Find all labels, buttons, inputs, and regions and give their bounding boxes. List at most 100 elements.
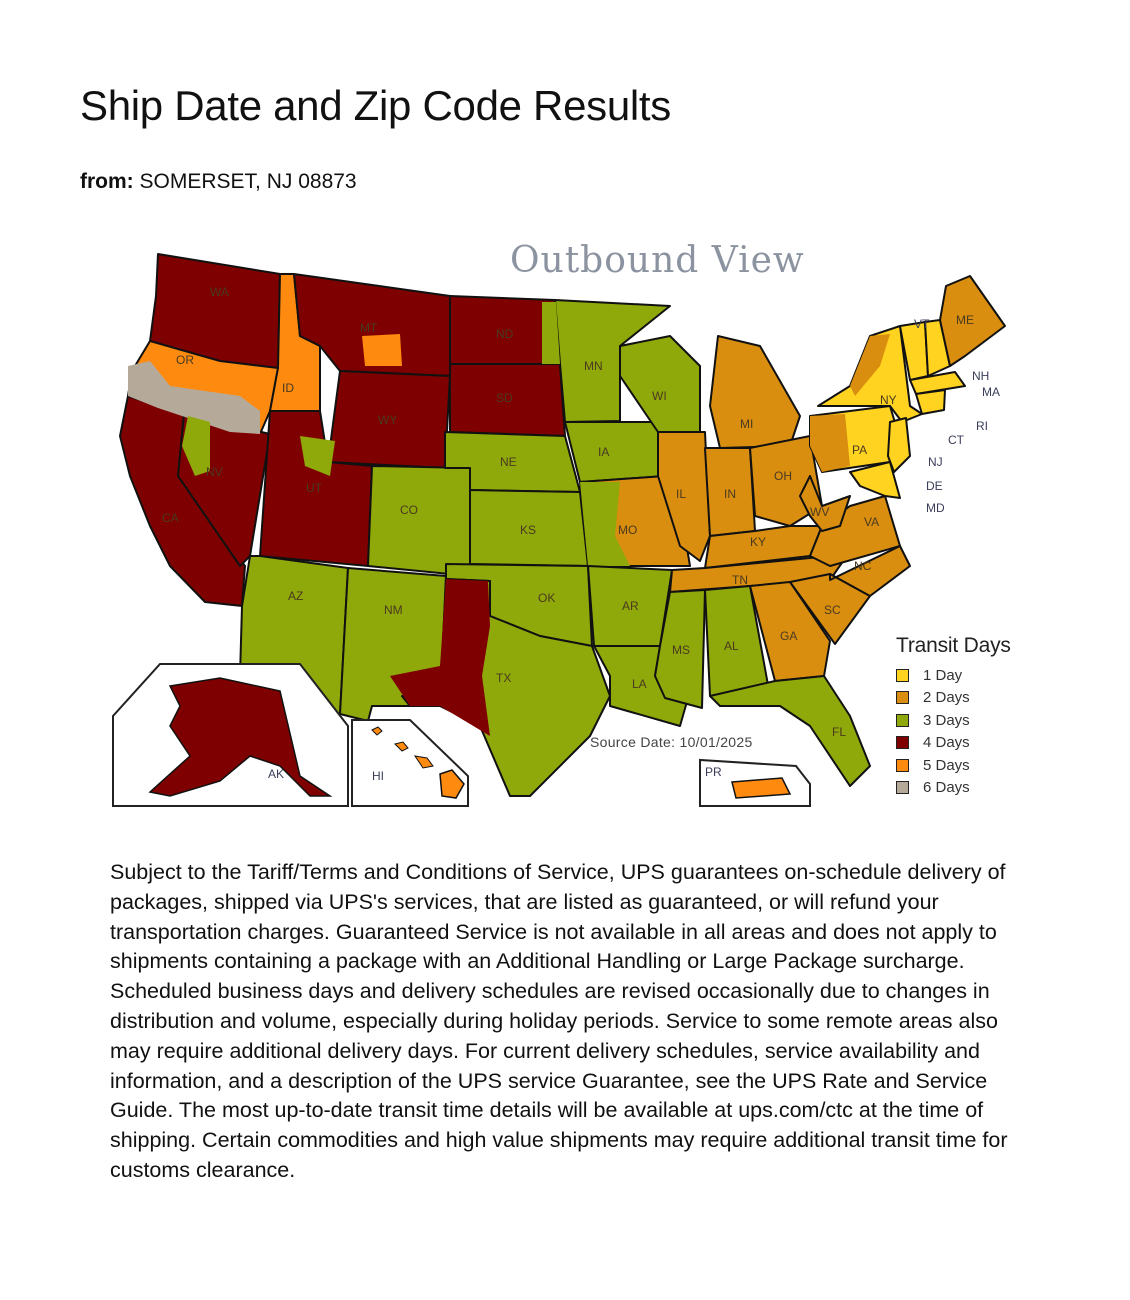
hawaii-inset: HI xyxy=(351,719,469,807)
alaska-inset: AK xyxy=(112,663,349,807)
transit-map: Outbound View xyxy=(110,236,1030,816)
state-WV xyxy=(799,475,851,532)
label-SC: SC xyxy=(824,603,841,617)
label-FL: FL xyxy=(832,725,846,739)
montana-5day xyxy=(362,334,402,366)
legend-item-6days: 6 Days xyxy=(896,777,1036,800)
state-PR xyxy=(731,777,792,799)
legend-item-4days: 4 Days xyxy=(896,732,1036,755)
label-MA: MA xyxy=(982,385,1000,399)
label-MD: MD xyxy=(926,501,945,515)
label-NC: NC xyxy=(854,559,872,573)
legend-label: 2 Days xyxy=(923,689,970,707)
state-labels: WA OR CA NV ID MT WY UT CO AZ NM ND SD N… xyxy=(162,285,1000,739)
label-ND: ND xyxy=(496,327,514,341)
state-ME xyxy=(939,275,1006,367)
label-WV: WV xyxy=(810,505,829,519)
legend-label: 6 Days xyxy=(923,779,970,797)
legend-label: 4 Days xyxy=(923,734,970,752)
state-IL xyxy=(657,431,711,562)
label-AR: AR xyxy=(622,599,639,613)
swatch-4days xyxy=(896,736,909,750)
legend-label: 3 Days xyxy=(923,711,970,729)
label-KY: KY xyxy=(750,535,766,549)
label-AL: AL xyxy=(724,639,739,653)
legend: Transit Days 1 Day 2 Days 3 Days 4 Days … xyxy=(896,634,1036,799)
legend-label: 5 Days xyxy=(923,756,970,774)
state-AK xyxy=(148,677,333,797)
state-CO xyxy=(367,465,471,577)
label-IA: IA xyxy=(598,445,609,459)
origin-line: from: SOMERSET, NJ 08873 xyxy=(80,170,357,194)
label-NH: NH xyxy=(972,369,989,383)
state-NJ xyxy=(887,417,911,473)
origin-value: SOMERSET, NJ 08873 xyxy=(139,170,357,193)
label-VA: VA xyxy=(864,515,879,529)
state-CT xyxy=(915,389,946,415)
label-MT: MT xyxy=(360,321,378,335)
state-MA xyxy=(909,371,966,395)
label-WY: WY xyxy=(378,413,397,427)
label-NJ: NJ xyxy=(928,455,943,469)
origin-label: from: xyxy=(80,170,134,193)
legend-item-3days: 3 Days xyxy=(896,709,1036,732)
state-IA xyxy=(564,421,666,483)
legend-item-5days: 5 Days xyxy=(896,754,1036,777)
label-PA: PA xyxy=(852,443,867,457)
pennsylvania-west-2day xyxy=(810,414,850,472)
map-title: Outbound View xyxy=(510,240,805,281)
label-NM: NM xyxy=(384,603,403,617)
missouri-west-3day xyxy=(580,482,630,566)
label-IN: IN xyxy=(724,487,736,501)
label-CT: CT xyxy=(948,433,965,447)
label-CA: CA xyxy=(162,511,179,525)
label-DE: DE xyxy=(926,479,943,493)
label-ID: ID xyxy=(282,381,294,395)
state-MI xyxy=(709,335,801,449)
label-OK: OK xyxy=(538,591,555,605)
nevada-3day xyxy=(182,416,210,476)
label-VT: VT xyxy=(914,317,930,331)
legend-item-2days: 2 Days xyxy=(896,687,1036,710)
label-WI: WI xyxy=(652,389,667,403)
oregon-6day xyxy=(128,361,260,434)
label-KS: KS xyxy=(520,523,536,537)
label-AZ: AZ xyxy=(288,589,303,603)
label-HI: HI xyxy=(372,769,384,783)
label-MN: MN xyxy=(584,359,603,373)
puerto-rico-inset: PR xyxy=(699,758,811,807)
label-TX: TX xyxy=(496,671,511,685)
label-OR: OR xyxy=(176,353,194,367)
label-NV: NV xyxy=(206,465,223,479)
nd-east-3day xyxy=(542,302,560,364)
swatch-3days xyxy=(896,713,909,727)
label-MS: MS xyxy=(672,643,690,657)
label-TN: TN xyxy=(732,573,748,587)
label-PR: PR xyxy=(705,765,722,779)
label-NY: NY xyxy=(880,393,897,407)
utah-3day xyxy=(300,436,335,476)
ny-west-2day xyxy=(850,334,890,396)
label-OH: OH xyxy=(774,469,792,483)
source-date: Source Date: 10/01/2025 xyxy=(590,734,753,750)
label-ME: ME xyxy=(956,313,974,327)
state-NC xyxy=(829,545,911,597)
label-GA: GA xyxy=(780,629,797,643)
legend-item-1day: 1 Day xyxy=(896,664,1036,687)
state-FL xyxy=(709,675,871,787)
state-WI xyxy=(619,335,701,433)
state-GA xyxy=(749,581,831,682)
legend-label: 1 Day xyxy=(923,666,963,684)
label-RI: RI xyxy=(976,419,988,433)
label-CO: CO xyxy=(400,503,418,517)
legend-title: Transit Days xyxy=(896,634,1011,657)
label-MI: MI xyxy=(740,417,753,431)
label-MO: MO xyxy=(618,523,637,537)
us-map-svg: WA OR CA NV ID MT WY UT CO AZ NM ND SD N… xyxy=(112,253,1006,807)
state-HI xyxy=(439,769,465,799)
label-WA: WA xyxy=(210,285,229,299)
state-MD xyxy=(849,461,901,499)
texas-west-4day xyxy=(390,579,490,736)
page-title: Ship Date and Zip Code Results xyxy=(80,82,671,129)
swatch-6days xyxy=(896,781,909,795)
